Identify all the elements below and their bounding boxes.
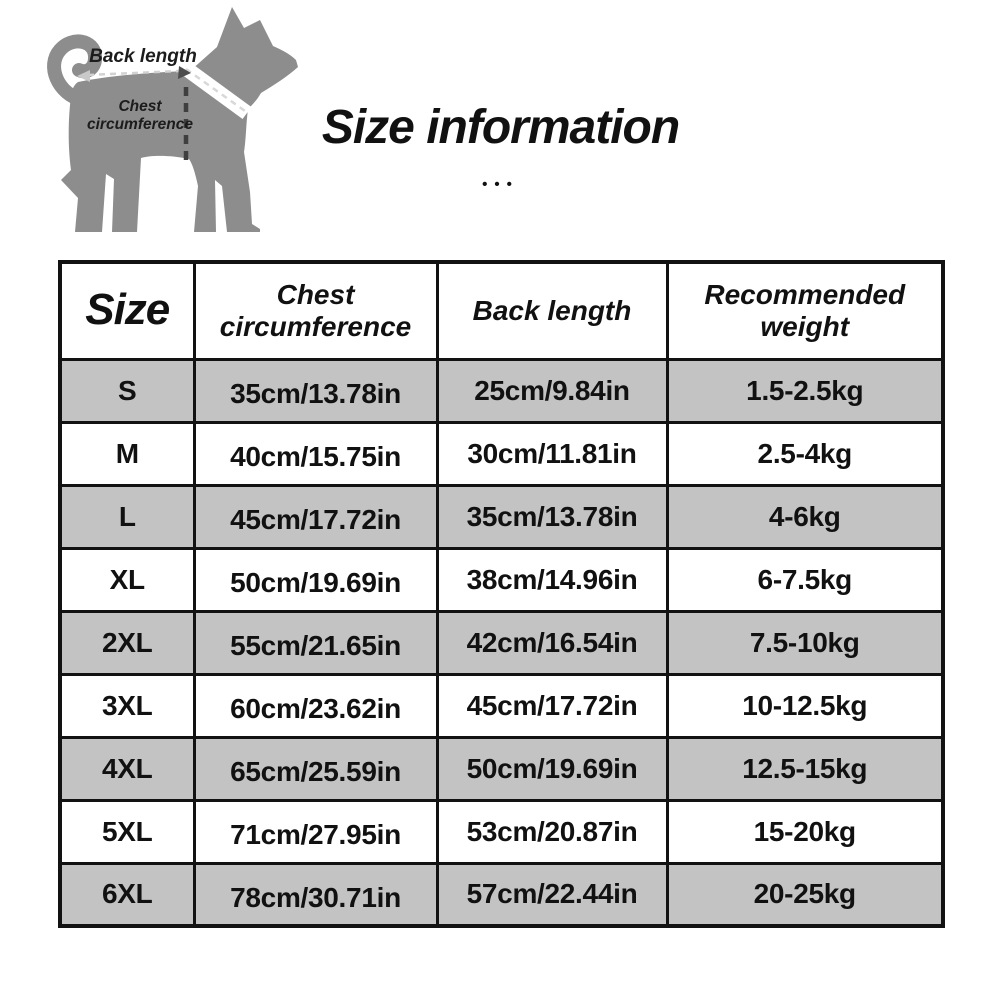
back-length-line xyxy=(87,69,181,77)
back-length-arrow-left xyxy=(77,70,90,82)
cell-chest: 55cm/21.65in xyxy=(192,609,439,676)
cell-back: 30cm/11.81in xyxy=(435,420,669,487)
cell-weight: 20-25kg xyxy=(665,861,945,928)
cell-back: 25cm/9.84in xyxy=(435,357,669,424)
cell-weight: 2.5-4kg xyxy=(665,420,945,487)
cell-chest: 60cm/23.62in xyxy=(192,672,439,739)
cell-weight: 4-6kg xyxy=(665,483,945,550)
cell-size: 5XL xyxy=(58,798,196,865)
table-row-l: L 45cm/17.72in 35cm/13.78in 4-6kg xyxy=(58,483,945,550)
table-row-6xl: 6XL 78cm/30.71in 57cm/22.44in 20-25kg xyxy=(58,861,945,928)
cell-back: 57cm/22.44in xyxy=(435,861,669,928)
column-header-recommended-weight: Recommended weight xyxy=(665,260,945,361)
cell-size: S xyxy=(58,357,196,424)
dog-silhouette-graphic xyxy=(47,7,298,232)
cell-size: 3XL xyxy=(58,672,196,739)
cell-size: 6XL xyxy=(58,861,196,928)
cell-size: XL xyxy=(58,546,196,613)
cell-size: L xyxy=(58,483,196,550)
cell-size: M xyxy=(58,420,196,487)
table-row-2xl: 2XL 55cm/21.65in 42cm/16.54in 7.5-10kg xyxy=(58,609,945,676)
dog-measurement-diagram: Back length Chest circumference xyxy=(8,0,338,240)
back-length-label: Back length xyxy=(89,46,197,67)
page-title: Size information xyxy=(321,101,680,154)
cell-weight: 10-12.5kg xyxy=(665,672,945,739)
cell-back: 38cm/14.96in xyxy=(435,546,669,613)
chest-label-line1: Chest xyxy=(118,98,162,115)
cell-chest: 50cm/19.69in xyxy=(192,546,439,613)
cell-weight: 12.5-15kg xyxy=(665,735,945,802)
size-table: Size Chest circumference Back length Rec… xyxy=(58,260,945,928)
cell-back: 53cm/20.87in xyxy=(435,798,669,865)
cell-chest: 65cm/25.59in xyxy=(192,735,439,802)
table-header-row: Size Chest circumference Back length Rec… xyxy=(58,260,945,361)
chest-circumference-label: Chest circumference xyxy=(60,98,220,134)
table-row-3xl: 3XL 60cm/23.62in 45cm/17.72in 10-12.5kg xyxy=(58,672,945,739)
cell-weight: 6-7.5kg xyxy=(665,546,945,613)
cell-chest: 35cm/13.78in xyxy=(192,357,439,424)
cell-back: 45cm/17.72in xyxy=(435,672,669,739)
cell-weight: 7.5-10kg xyxy=(665,609,945,676)
cell-back: 50cm/19.69in xyxy=(435,735,669,802)
cell-weight: 1.5-2.5kg xyxy=(665,357,945,424)
cell-size: 4XL xyxy=(58,735,196,802)
title-ellipsis: ••• xyxy=(482,176,519,193)
cell-back: 35cm/13.78in xyxy=(435,483,669,550)
dog-tail xyxy=(47,34,103,107)
column-header-back-length: Back length xyxy=(435,260,669,361)
table-row-5xl: 5XL 71cm/27.95in 53cm/20.87in 15-20kg xyxy=(58,798,945,865)
back-length-arrow-right xyxy=(178,66,191,79)
table-row-4xl: 4XL 65cm/25.59in 50cm/19.69in 12.5-15kg xyxy=(58,735,945,802)
table-row-m: M 40cm/15.75in 30cm/11.81in 2.5-4kg xyxy=(58,420,945,487)
cell-weight: 15-20kg xyxy=(665,798,945,865)
cell-chest: 78cm/30.71in xyxy=(192,861,439,928)
chest-label-line2: circumference xyxy=(87,115,193,133)
cell-back: 42cm/16.54in xyxy=(435,609,669,676)
column-header-size: Size xyxy=(58,260,196,361)
cell-chest: 71cm/27.95in xyxy=(192,798,439,865)
cell-chest: 45cm/17.72in xyxy=(192,483,439,550)
table-row-s: S 35cm/13.78in 25cm/9.84in 1.5-2.5kg xyxy=(58,357,945,424)
cell-size: 2XL xyxy=(58,609,196,676)
table-row-xl: XL 50cm/19.69in 38cm/14.96in 6-7.5kg xyxy=(58,546,945,613)
cell-chest: 40cm/15.75in xyxy=(192,420,439,487)
dog-silhouette xyxy=(61,7,298,232)
collar-band-dashes xyxy=(185,67,246,113)
column-header-chest-circumference: Chest circumference xyxy=(192,260,439,361)
